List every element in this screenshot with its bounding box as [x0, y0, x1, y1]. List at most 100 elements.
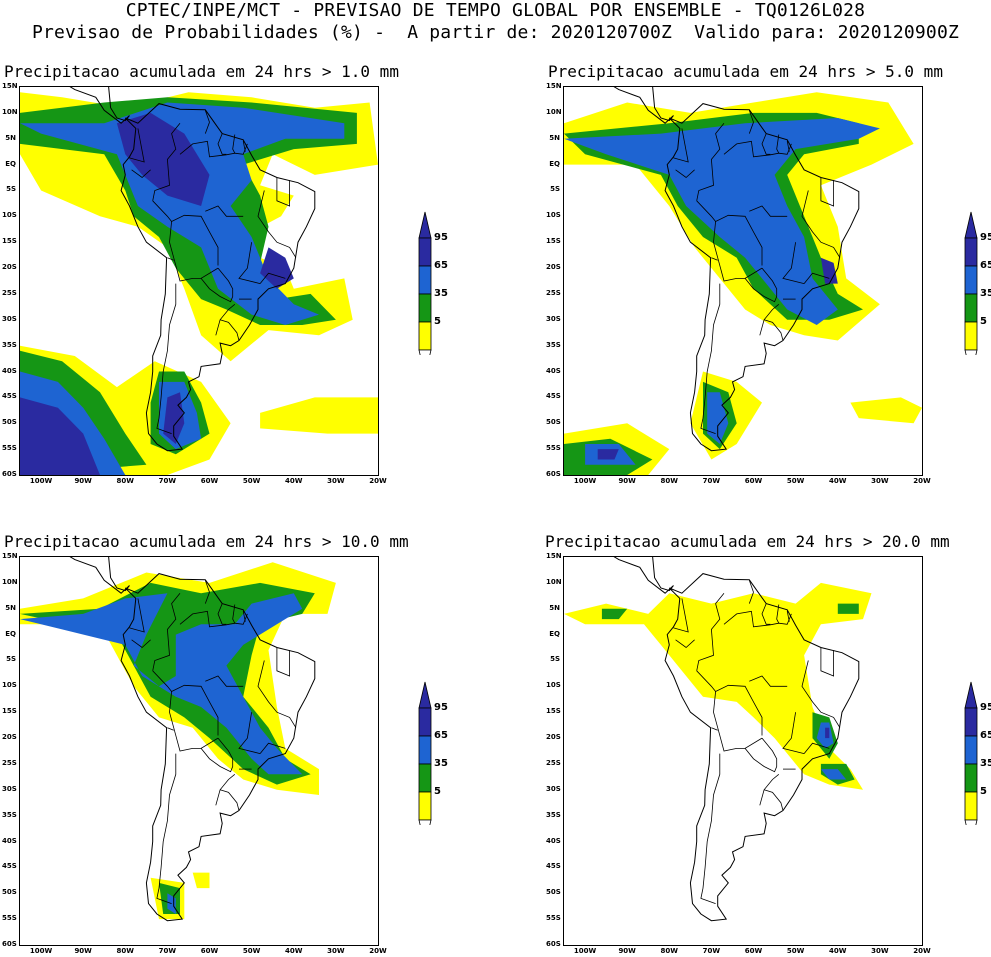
country-border	[675, 169, 695, 179]
lon-tick-label: 60W	[744, 477, 763, 485]
country-border	[759, 773, 780, 806]
coastline-central-america	[613, 87, 674, 124]
country-border	[167, 257, 174, 261]
country-border	[129, 598, 145, 633]
country-border	[217, 603, 227, 625]
probability-contour-95	[597, 449, 619, 460]
country-border	[820, 647, 835, 677]
lat-tick-label: EQ	[549, 159, 560, 168]
legend-swatch-95	[964, 707, 978, 737]
lat-tick-label: 35S	[546, 340, 561, 349]
country-border	[156, 753, 177, 904]
legend-level-label: 35	[434, 288, 448, 299]
lon-tick-label: 100W	[573, 947, 597, 955]
lat-tick-label: 30S	[546, 314, 561, 323]
lat-tick-label: 55S	[546, 914, 561, 923]
map-panel-4	[563, 556, 923, 946]
country-border	[711, 257, 718, 261]
probability-contour-65	[707, 392, 729, 444]
lat-tick-label: 10N	[546, 577, 562, 586]
color-legend-4: 95 65 35 5	[962, 680, 991, 847]
country-border	[723, 140, 792, 158]
country-border	[696, 670, 763, 736]
legend-level-label: 5	[980, 786, 987, 797]
lat-tick-label: 40S	[546, 366, 561, 375]
lon-tick-label: 50W	[242, 947, 261, 955]
country-border	[131, 639, 151, 649]
lat-tick-label: 5N	[5, 603, 16, 612]
lat-tick-label: 10S	[546, 211, 561, 220]
lon-tick-label: 40W	[829, 477, 847, 485]
country-border	[748, 592, 754, 604]
lat-tick-label: 30S	[2, 314, 17, 323]
coastline-south-america	[664, 573, 860, 922]
country-border	[749, 205, 788, 217]
country-border	[763, 319, 784, 341]
lon-tick-label: 30W	[871, 477, 889, 485]
lon-tick-label: 100W	[573, 477, 597, 485]
probability-contour-5	[260, 397, 378, 434]
country-border	[257, 190, 297, 258]
country-border	[152, 670, 219, 736]
legend-top-arrow	[418, 681, 432, 709]
country-border	[744, 737, 778, 773]
country-border	[204, 580, 210, 593]
lat-tick-label: 5N	[549, 603, 560, 612]
probability-contour-95	[116, 112, 210, 206]
lat-tick-label: 30S	[2, 784, 17, 793]
country-border	[759, 303, 780, 336]
lat-tick-label: 25S	[2, 758, 17, 767]
map-panel-3	[19, 556, 379, 946]
country-border	[673, 128, 689, 163]
country-border	[215, 773, 236, 806]
probability-contour-5	[192, 872, 210, 889]
lat-tick-label: 20S	[2, 733, 17, 742]
lon-tick-label: 60W	[744, 947, 763, 955]
lat-tick-label: 10S	[546, 681, 561, 690]
legend-level-label: 35	[980, 288, 991, 299]
country-border	[131, 169, 151, 179]
country-border	[696, 122, 725, 201]
lat-tick-label: 30S	[546, 784, 561, 793]
legend-level-label: 95	[434, 232, 448, 243]
lon-tick-label: 70W	[702, 947, 721, 955]
lat-tick-label: 60S	[546, 940, 561, 948]
legend-swatch-5	[964, 791, 978, 821]
legend-level-label: 35	[980, 758, 991, 769]
lat-tick-label: 15S	[546, 707, 561, 716]
legend-swatch-35	[964, 763, 978, 793]
country-border	[152, 200, 219, 266]
country-border	[179, 140, 248, 158]
probability-contour-95	[825, 727, 830, 739]
map-svg-p2	[564, 87, 922, 475]
lat-tick-label: 10N	[2, 577, 18, 586]
lat-tick-label: 25S	[2, 288, 17, 297]
legend-swatch-65	[418, 265, 432, 295]
legend-level-label: 95	[980, 232, 991, 243]
legend-swatch-95	[964, 237, 978, 267]
country-border	[259, 272, 286, 284]
lon-tick-label: 80W	[116, 477, 135, 485]
map-svg-p1	[20, 87, 378, 475]
lat-tick-label: 55S	[2, 444, 17, 453]
lat-tick-label: 40S	[546, 836, 561, 845]
header-subtitle: Previsao de Probabilidades (%) - A parti…	[31, 22, 960, 43]
country-border	[763, 789, 784, 811]
country-border	[200, 737, 234, 773]
legend-top-arrow	[964, 211, 978, 239]
lon-tick-label: 90W	[74, 947, 92, 955]
lat-tick-label: 40S	[2, 366, 17, 375]
lat-tick-label: 25S	[546, 288, 561, 297]
lon-tick-label: 90W	[618, 477, 636, 485]
legend-level-label: 65	[980, 260, 991, 271]
country-border	[257, 660, 297, 728]
legend-swatch-5	[418, 791, 432, 821]
lat-tick-label: EQ	[5, 159, 16, 168]
country-border	[205, 205, 244, 217]
lat-tick-label: EQ	[5, 629, 16, 638]
country-border	[205, 675, 244, 687]
country-border	[713, 221, 763, 282]
probability-contour-95	[20, 397, 100, 475]
lat-tick-label: 50S	[546, 888, 561, 897]
country-border	[776, 134, 780, 154]
